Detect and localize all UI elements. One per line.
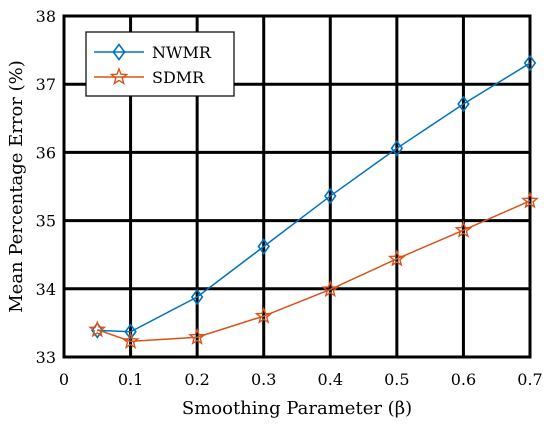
series-line-sdmr [97,200,531,343]
data-point-sdmr [188,327,207,345]
legend-label-nwmr: NWMR [152,43,212,62]
data-point-nwmr [124,323,137,341]
plot-frame [62,14,532,359]
x-tick-label: 0 [59,370,69,389]
data-point-nwmr [457,95,470,113]
legend-box [85,31,235,97]
y-tick-label: 35 [36,212,56,231]
plot-series [88,54,539,349]
x-tick-label: 0.6 [451,370,476,389]
data-point-sdmr [121,331,140,349]
y-axis-label: Mean Percentage Error (%) [6,60,27,313]
y-tick-label: 36 [36,143,56,162]
legend: NWMR SDMR [85,31,235,97]
y-tick-label: 38 [36,7,56,26]
legend-label-sdmr: SDMR [152,68,205,87]
data-point-nwmr [190,288,204,306]
x-tick-label: 0.4 [318,370,343,389]
data-point-sdmr [254,306,273,324]
data-point-nwmr [257,238,270,255]
y-tick-label: 37 [36,75,56,94]
data-point-sdmr [454,220,473,238]
legend-marker-diamond [112,43,126,61]
y-tick-label: 33 [36,348,56,367]
series-line-nwmr [97,62,531,333]
data-point-sdmr [321,280,340,298]
x-tick-label: 0.3 [251,370,276,389]
x-axis-label: Smoothing Parameter (β) [182,398,412,419]
y-tick-label: 34 [36,280,56,299]
x-tick-label: 0.7 [517,370,542,389]
x-tick-label: 0.2 [184,370,209,389]
data-point-nwmr [91,322,104,339]
x-tick-label: 0.5 [384,370,409,389]
data-point-nwmr [523,54,537,72]
data-point-sdmr [521,191,539,209]
x-tick-label: 0.1 [118,370,143,389]
legend-marker-star [109,67,129,86]
data-point-sdmr [88,320,107,338]
data-point-sdmr [387,249,406,267]
data-point-nwmr [390,139,404,157]
data-point-nwmr [324,187,337,205]
axes: 0 0.1 0.2 0.3 0.4 0.5 0.6 0.7 33 34 35 36 37 38 [36,7,543,389]
